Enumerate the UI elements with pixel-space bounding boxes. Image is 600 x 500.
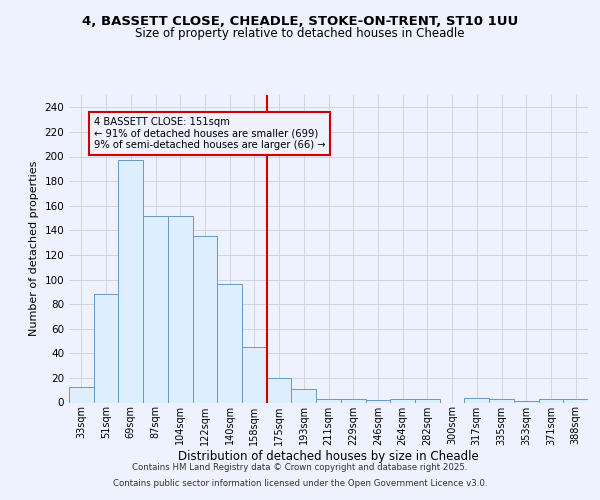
Bar: [94, 294, 118, 403]
Text: 4, BASSETT CLOSE, CHEADLE, STOKE-ON-TRENT, ST10 1UU: 4, BASSETT CLOSE, CHEADLE, STOKE-ON-TREN…: [82, 15, 518, 28]
Bar: [242, 347, 267, 403]
Bar: [118, 160, 143, 402]
Bar: [292, 389, 316, 402]
Text: 4 BASSETT CLOSE: 151sqm
← 91% of detached houses are smaller (699)
9% of semi-de: 4 BASSETT CLOSE: 151sqm ← 91% of detache…: [94, 117, 325, 150]
Bar: [69, 386, 94, 402]
Bar: [341, 399, 365, 402]
Text: Size of property relative to detached houses in Cheadle: Size of property relative to detached ho…: [135, 28, 465, 40]
Bar: [489, 399, 514, 402]
Bar: [143, 216, 168, 402]
Bar: [415, 399, 440, 402]
Bar: [390, 399, 415, 402]
Bar: [365, 400, 390, 402]
Bar: [539, 399, 563, 402]
X-axis label: Distribution of detached houses by size in Cheadle: Distribution of detached houses by size …: [178, 450, 479, 463]
Text: Contains HM Land Registry data © Crown copyright and database right 2025.: Contains HM Land Registry data © Crown c…: [132, 464, 468, 472]
Bar: [193, 236, 217, 402]
Bar: [168, 216, 193, 402]
Bar: [563, 399, 588, 402]
Bar: [217, 284, 242, 403]
Y-axis label: Number of detached properties: Number of detached properties: [29, 161, 39, 336]
Bar: [267, 378, 292, 402]
Bar: [316, 399, 341, 402]
Text: Contains public sector information licensed under the Open Government Licence v3: Contains public sector information licen…: [113, 478, 487, 488]
Bar: [464, 398, 489, 402]
